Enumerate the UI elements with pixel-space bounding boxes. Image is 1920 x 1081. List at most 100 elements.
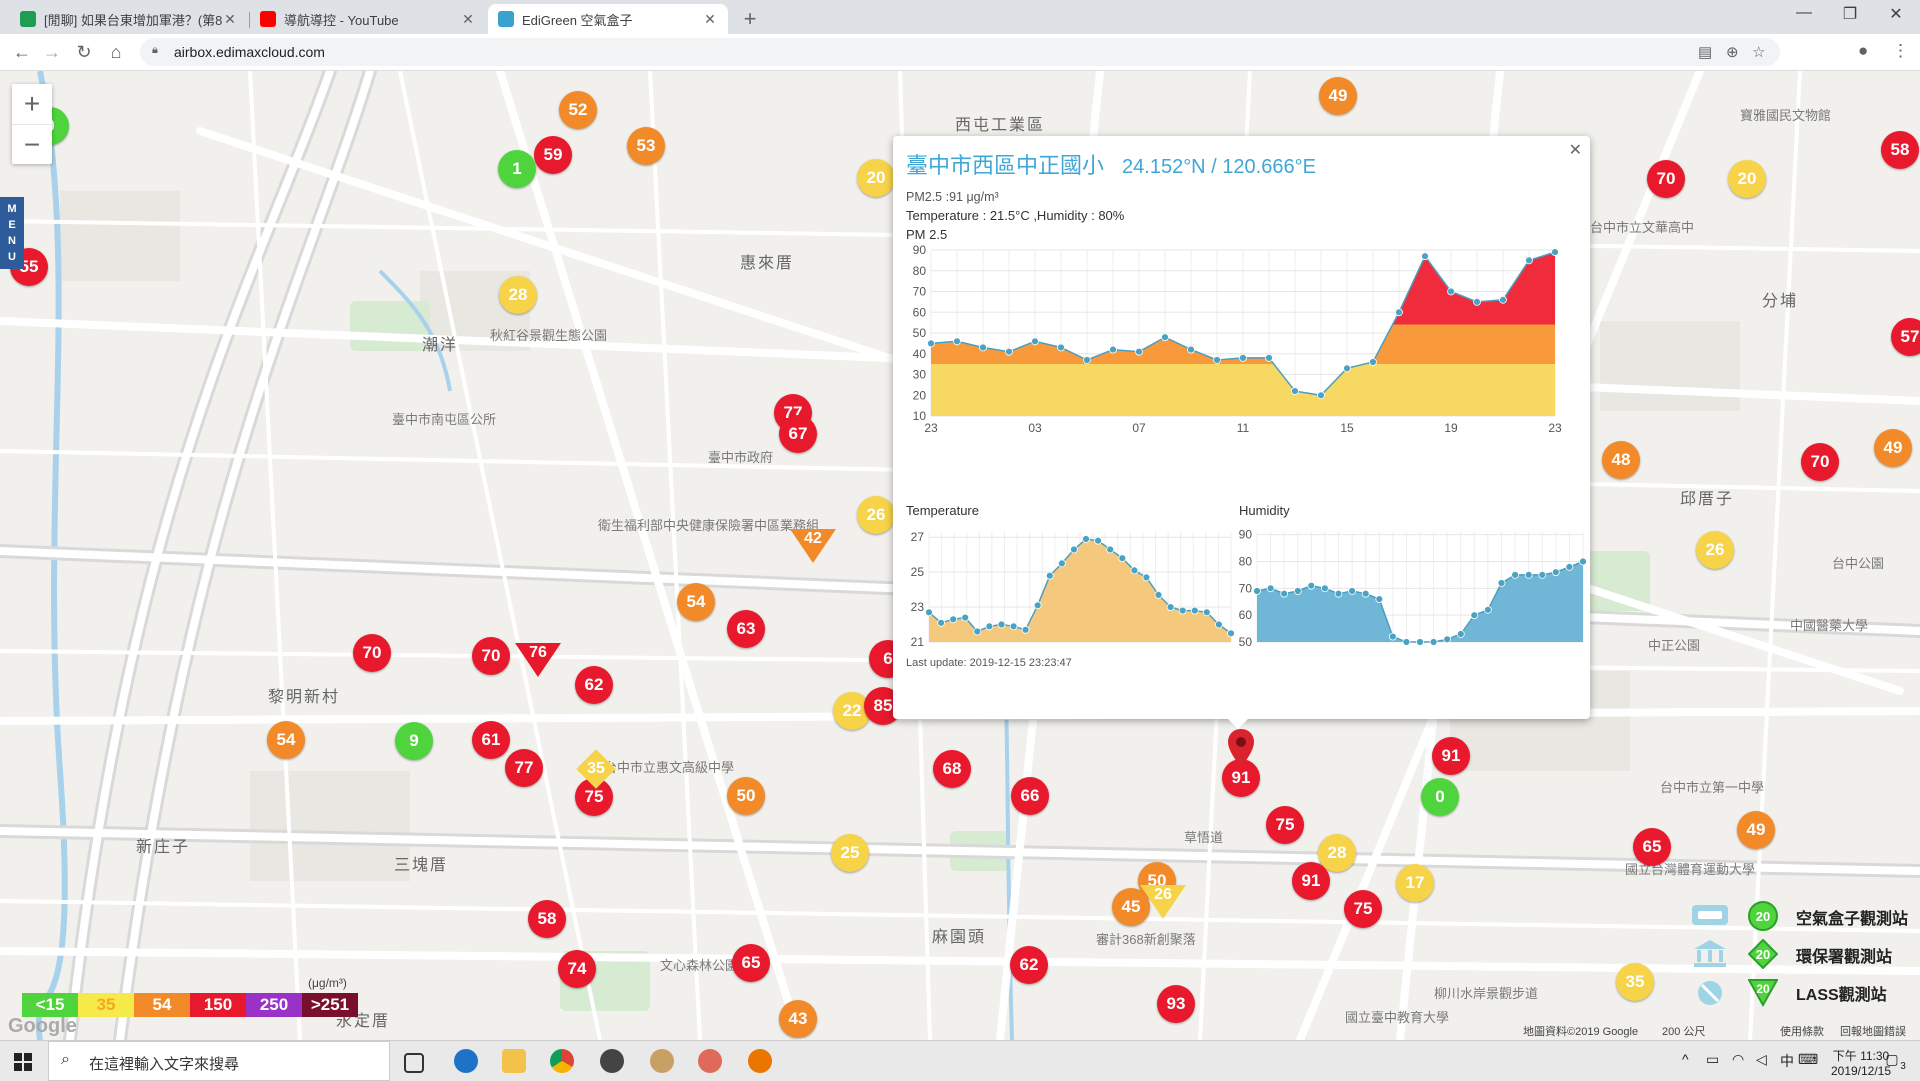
aqi-circle-marker[interactable]: 35 bbox=[1616, 963, 1654, 1001]
volume-icon[interactable]: ◁ bbox=[1756, 1051, 1767, 1067]
aqi-circle-marker[interactable]: 70 bbox=[472, 637, 510, 675]
close-window-button[interactable]: ✕ bbox=[1889, 6, 1903, 23]
aqi-circle-marker[interactable]: 65 bbox=[732, 944, 770, 982]
keyboard-icon[interactable]: ⌨ bbox=[1798, 1051, 1819, 1067]
aqi-circle-marker[interactable]: 75 bbox=[575, 778, 613, 816]
aqi-circle-marker[interactable]: 58 bbox=[1881, 131, 1919, 169]
aqi-circle-marker[interactable]: 93 bbox=[1157, 985, 1195, 1023]
close-icon[interactable]: ✕ bbox=[704, 10, 716, 27]
aqi-circle-marker[interactable]: 20 bbox=[1728, 160, 1766, 198]
clock[interactable]: 下午 11:30 2019/12/15 bbox=[1816, 1047, 1906, 1078]
close-icon[interactable]: ✕ bbox=[462, 10, 474, 27]
aqi-circle-marker[interactable]: 91 bbox=[1432, 737, 1470, 775]
report-error-link[interactable]: 回報地圖錯誤 bbox=[1840, 1026, 1906, 1038]
edge-icon[interactable] bbox=[454, 1049, 478, 1073]
home-button[interactable]: ⌂ bbox=[110, 42, 122, 62]
aqi-circle-marker[interactable]: 58 bbox=[528, 900, 566, 938]
aqi-circle-marker[interactable]: 62 bbox=[575, 666, 613, 704]
aqi-circle-marker[interactable]: 70 bbox=[1801, 443, 1839, 481]
tab-edigreen[interactable]: EdiGreen 空氣盒子 ✕ bbox=[488, 4, 728, 34]
forward-button[interactable]: → bbox=[43, 42, 61, 62]
lass-triangle-marker[interactable]: 26 bbox=[1140, 885, 1186, 919]
aqi-circle-marker[interactable]: 49 bbox=[1874, 429, 1912, 467]
profile-icon[interactable]: ● bbox=[1858, 41, 1869, 60]
aqi-circle-marker[interactable]: 75 bbox=[1344, 890, 1382, 928]
tab-ptt[interactable]: [閒聊] 如果台東增加軍港？(第8 ✕ bbox=[10, 4, 248, 34]
aqi-circle-marker[interactable]: 28 bbox=[499, 276, 537, 314]
aqi-circle-marker[interactable]: 68 bbox=[933, 750, 971, 788]
aqi-circle-marker[interactable]: 53 bbox=[627, 127, 665, 165]
zoom-in-button[interactable]: + bbox=[23, 88, 41, 119]
windows-start-icon[interactable] bbox=[14, 1053, 32, 1071]
aqi-circle-marker[interactable]: 74 bbox=[558, 950, 596, 988]
epa-diamond-marker[interactable]: 35 bbox=[576, 749, 616, 789]
aqi-circle-marker[interactable]: 70 bbox=[353, 634, 391, 672]
new-tab-button[interactable]: + bbox=[743, 6, 757, 31]
lass-triangle-marker[interactable]: 42 bbox=[790, 529, 836, 563]
battery-icon[interactable]: ▭ bbox=[1706, 1051, 1720, 1067]
aqi-circle-marker[interactable]: 54 bbox=[267, 721, 305, 759]
close-icon[interactable]: ✕ bbox=[1568, 142, 1582, 159]
zoom-icon[interactable]: ⊕ bbox=[1726, 44, 1739, 61]
terms-link[interactable]: 使用條款 bbox=[1780, 1026, 1824, 1038]
aqi-circle-marker[interactable]: 26 bbox=[1696, 531, 1734, 569]
app-icon[interactable] bbox=[600, 1049, 624, 1073]
map-scale-label[interactable]: 200 公尺 bbox=[1662, 1026, 1706, 1038]
aqi-circle-marker[interactable]: 17 bbox=[1396, 864, 1434, 902]
close-icon[interactable]: ✕ bbox=[224, 10, 236, 27]
lass-triangle-marker[interactable]: 76 bbox=[515, 643, 561, 677]
app-icon[interactable] bbox=[698, 1049, 722, 1073]
aqi-circle-marker[interactable]: 54 bbox=[677, 583, 715, 621]
taskbar-search-box[interactable]: ⌕ 在這裡輸入文字來搜尋 bbox=[48, 1041, 390, 1081]
aqi-circle-marker[interactable]: 67 bbox=[779, 415, 817, 453]
aqi-circle-marker[interactable]: 57 bbox=[1891, 318, 1920, 356]
minimize-button[interactable]: — bbox=[1796, 4, 1812, 21]
task-view-icon[interactable] bbox=[404, 1053, 424, 1073]
aqi-circle-marker[interactable]: 91 bbox=[1292, 862, 1330, 900]
aqi-circle-marker[interactable]: 63 bbox=[727, 610, 765, 648]
bookmark-star-icon[interactable]: ☆ bbox=[1752, 44, 1766, 61]
reload-button[interactable]: ↻ bbox=[76, 42, 92, 62]
aqi-circle-marker[interactable]: 66 bbox=[1011, 777, 1049, 815]
tray-chevron-icon[interactable]: ^ bbox=[1682, 1051, 1689, 1067]
aqi-circle-marker[interactable]: 0 bbox=[1421, 778, 1459, 816]
aqi-circle-marker[interactable]: 62 bbox=[1010, 946, 1048, 984]
aqi-circle-marker[interactable]: 20 bbox=[857, 159, 895, 197]
aqi-circle-marker[interactable]: 49 bbox=[1319, 77, 1357, 115]
aqi-circle-marker[interactable]: 48 bbox=[1602, 441, 1640, 479]
wifi-icon[interactable]: ◠ bbox=[1732, 1051, 1745, 1067]
menu-kebab-icon[interactable]: ⋮ bbox=[1892, 41, 1909, 60]
app-icon[interactable] bbox=[650, 1049, 674, 1073]
aqi-circle-marker[interactable]: 77 bbox=[505, 749, 543, 787]
map-data-attribution[interactable]: 地圖資料©2019 Google bbox=[1523, 1026, 1639, 1038]
aqi-circle-marker[interactable]: 61 bbox=[472, 721, 510, 759]
blender-icon[interactable] bbox=[748, 1049, 772, 1073]
aqi-circle-marker[interactable]: 59 bbox=[534, 136, 572, 174]
aqi-circle-marker[interactable]: 25 bbox=[831, 834, 869, 872]
aqi-circle-marker[interactable]: 9 bbox=[395, 722, 433, 760]
address-bar[interactable]: 🔒︎ airbox.edimaxcloud.com ☆ ⊕ ▤ bbox=[140, 38, 1780, 66]
aqi-circle-marker[interactable]: 28 bbox=[1318, 834, 1356, 872]
zoom-out-button[interactable]: − bbox=[12, 124, 52, 165]
selected-location-pin-icon[interactable] bbox=[1228, 729, 1254, 767]
aqi-circle-marker[interactable]: 52 bbox=[559, 91, 597, 129]
notification-icon[interactable]: ▢ bbox=[1885, 1051, 1899, 1067]
aqi-circle-marker[interactable]: 49 bbox=[1737, 811, 1775, 849]
chrome-icon[interactable] bbox=[550, 1049, 574, 1073]
aqi-circle-marker[interactable]: 75 bbox=[1266, 806, 1304, 844]
aqi-circle-marker[interactable]: 65 bbox=[1633, 828, 1671, 866]
back-button[interactable]: ← bbox=[13, 42, 31, 62]
aqi-circle-marker[interactable]: 91 bbox=[1222, 759, 1260, 797]
aqi-circle-marker[interactable]: 43 bbox=[779, 1000, 817, 1038]
aqi-circle-marker[interactable]: 70 bbox=[1647, 160, 1685, 198]
file-explorer-icon[interactable] bbox=[502, 1049, 526, 1073]
map-canvas[interactable]: 西屯工業區 潮洋 惠來厝 黎明新村 三塊厝 新庄子 麻園頭 邱厝子 分埔 永定厝… bbox=[0, 71, 1920, 1040]
aqi-circle-marker[interactable]: 1 bbox=[498, 150, 536, 188]
translate-icon[interactable]: ▤ bbox=[1698, 44, 1713, 61]
ime-indicator[interactable]: 中 bbox=[1780, 1053, 1794, 1069]
aqi-circle-marker[interactable]: 26 bbox=[857, 496, 895, 534]
menu-button[interactable]: MENU bbox=[0, 197, 24, 269]
aqi-circle-marker[interactable]: 50 bbox=[727, 777, 765, 815]
restore-button[interactable]: ❐ bbox=[1842, 6, 1858, 23]
tab-youtube[interactable]: 導航導控 - YouTube ✕ bbox=[250, 4, 486, 34]
